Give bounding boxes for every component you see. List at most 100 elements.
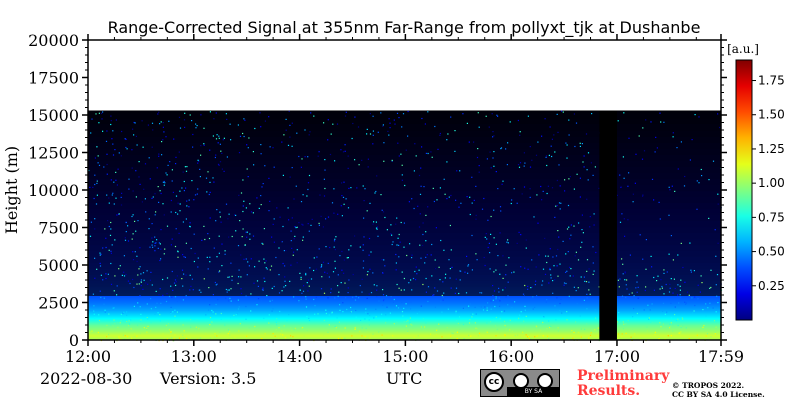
signal-band: [88, 295, 721, 296]
noise-pixel: [684, 301, 686, 303]
noise-pixel: [435, 268, 437, 270]
noise-pixel: [347, 207, 350, 209]
signal-band: [88, 161, 721, 162]
noise-pixel: [203, 278, 205, 280]
noise-pixel: [545, 301, 547, 303]
noise-pixel: [300, 166, 302, 168]
x-tick-label: 14:00: [277, 347, 323, 366]
noise-pixel: [437, 148, 439, 150]
noise-pixel: [133, 305, 135, 307]
noise-pixel: [303, 335, 305, 337]
noise-pixel: [503, 310, 506, 312]
noise-pixel: [439, 187, 441, 189]
noise-pixel: [565, 253, 567, 255]
noise-pixel: [227, 329, 230, 331]
noise-pixel: [546, 328, 548, 330]
noise-pixel: [710, 336, 712, 338]
noise-pixel: [492, 299, 494, 301]
noise-pixel: [293, 296, 295, 298]
noise-pixel: [581, 241, 583, 243]
noise-pixel: [468, 334, 470, 336]
noise-pixel: [344, 337, 346, 339]
noise-pixel: [185, 295, 187, 297]
noise-pixel: [577, 259, 580, 261]
noise-pixel: [658, 338, 660, 340]
noise-pixel: [388, 134, 390, 136]
noise-pixel: [148, 157, 150, 159]
noise-pixel: [705, 335, 707, 337]
noise-pixel: [545, 155, 548, 157]
noise-pixel: [348, 279, 350, 281]
noise-pixel: [691, 337, 693, 339]
noise-pixel: [246, 335, 248, 337]
noise-pixel: [433, 200, 435, 203]
noise-pixel: [171, 270, 173, 273]
noise-pixel: [290, 264, 292, 266]
noise-pixel: [355, 316, 357, 318]
noise-pixel: [146, 327, 148, 329]
signal-band: [88, 332, 721, 333]
noise-pixel: [487, 246, 489, 249]
noise-pixel: [403, 307, 405, 309]
noise-pixel: [341, 215, 343, 217]
noise-pixel: [103, 297, 105, 299]
noise-pixel: [127, 240, 130, 242]
noise-pixel: [192, 133, 194, 136]
noise-pixel: [454, 130, 456, 132]
noise-pixel: [506, 164, 508, 166]
noise-pixel: [589, 226, 591, 228]
noise-pixel: [632, 193, 634, 195]
noise-pixel: [347, 257, 349, 259]
noise-pixel: [104, 228, 106, 230]
noise-pixel: [471, 234, 473, 237]
noise-pixel: [432, 187, 434, 189]
noise-pixel: [583, 155, 585, 157]
noise-pixel: [525, 334, 527, 336]
noise-pixel: [516, 202, 518, 204]
signal-band: [88, 257, 721, 258]
noise-pixel: [638, 135, 640, 137]
noise-pixel: [683, 185, 686, 187]
noise-pixel: [585, 133, 588, 135]
signal-band: [88, 142, 721, 143]
noise-pixel: [333, 246, 335, 248]
noise-pixel: [410, 308, 412, 310]
noise-pixel: [482, 309, 485, 311]
signal-band: [88, 191, 721, 192]
noise-pixel: [489, 252, 491, 254]
noise-pixel: [627, 185, 629, 187]
noise-pixel: [260, 126, 262, 128]
noise-pixel: [534, 306, 536, 308]
noise-pixel: [544, 273, 547, 275]
noise-pixel: [477, 148, 479, 150]
noise-pixel: [273, 166, 275, 168]
noise-pixel: [594, 166, 596, 168]
noise-pixel: [402, 325, 404, 328]
noise-pixel: [368, 254, 370, 256]
noise-pixel: [189, 324, 192, 326]
noise-pixel: [290, 230, 292, 232]
noise-pixel: [361, 291, 363, 293]
noise-pixel: [193, 260, 195, 263]
noise-pixel: [389, 122, 391, 124]
signal-band: [88, 288, 721, 289]
noise-pixel: [447, 308, 449, 310]
noise-pixel: [691, 297, 693, 299]
noise-pixel: [402, 113, 405, 115]
noise-pixel: [534, 284, 536, 286]
noise-pixel: [317, 155, 319, 157]
noise-pixel: [546, 261, 548, 264]
noise-pixel: [282, 334, 284, 336]
noise-pixel: [131, 215, 133, 218]
noise-pixel: [175, 163, 177, 165]
noise-pixel: [321, 276, 323, 278]
noise-pixel: [300, 278, 302, 280]
noise-pixel: [643, 309, 645, 311]
noise-pixel: [495, 297, 498, 299]
noise-pixel: [393, 298, 395, 301]
noise-pixel: [507, 295, 509, 297]
noise-pixel: [358, 164, 360, 166]
noise-pixel: [570, 224, 572, 226]
noise-pixel: [168, 295, 171, 298]
noise-pixel: [110, 115, 112, 117]
